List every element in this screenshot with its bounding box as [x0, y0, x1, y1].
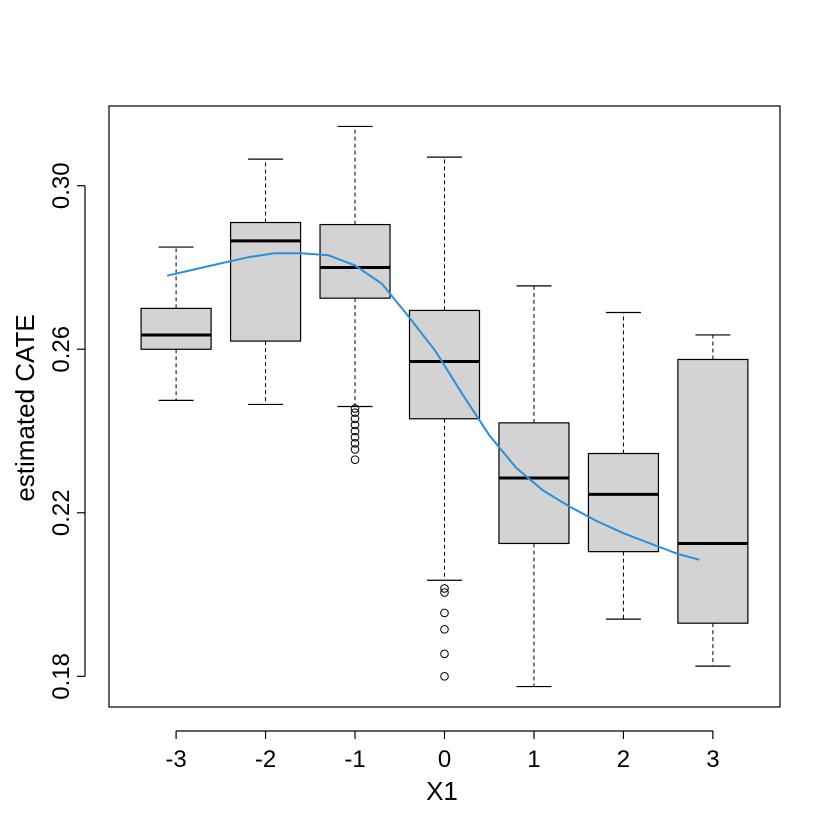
y-tick-label: 0.30	[48, 162, 75, 209]
x-axis: -3 -2 -1 0 1 2 3	[165, 730, 720, 773]
box-2	[587, 311, 660, 620]
plot-frame	[108, 105, 781, 708]
box-body	[587, 452, 660, 553]
outlier-point	[350, 404, 360, 413]
y-tick-label: 0.18	[48, 653, 75, 700]
box--1	[319, 125, 391, 464]
y-axis: 0.18 0.22 0.26 0.30	[48, 162, 86, 700]
x-tick-label: -1	[344, 746, 365, 773]
x-tick-label: -2	[255, 746, 276, 773]
y-tick-label: 0.26	[48, 326, 75, 373]
outlier-point	[350, 438, 360, 448]
outlier-point	[440, 625, 449, 634]
x-tick-label: 3	[706, 746, 719, 773]
outlier-point	[350, 445, 360, 454]
outlier-point	[350, 414, 360, 424]
box-0	[408, 156, 481, 681]
box-body	[319, 223, 391, 299]
box-body	[140, 307, 212, 350]
x-tick-label: 1	[527, 746, 540, 773]
outlier-point	[350, 455, 360, 464]
boxes	[140, 125, 749, 688]
outlier-point	[350, 426, 360, 436]
box-body	[677, 358, 749, 624]
x-tick-label: -3	[165, 746, 186, 773]
box-1	[498, 285, 570, 688]
trend-line-layer	[166, 252, 700, 561]
plot-area	[108, 105, 781, 708]
outlier-point	[440, 649, 449, 659]
outlier-point	[440, 584, 449, 593]
outlier-point	[440, 588, 449, 597]
trend-line	[166, 252, 700, 561]
y-tick-label: 0.22	[48, 489, 75, 536]
x-tick-label: 2	[617, 746, 630, 773]
box--2	[229, 158, 302, 406]
outlier-point	[440, 672, 449, 681]
outlier-point	[350, 408, 360, 417]
box-3	[677, 334, 749, 667]
box--3	[140, 246, 212, 401]
outlier-point	[350, 432, 360, 442]
outlier-point	[350, 420, 360, 430]
outlier-point	[440, 608, 449, 618]
x-axis-label: X1	[426, 776, 458, 806]
y-axis-label: estimated CATE	[10, 314, 40, 501]
x-tick-label: 0	[438, 746, 451, 773]
